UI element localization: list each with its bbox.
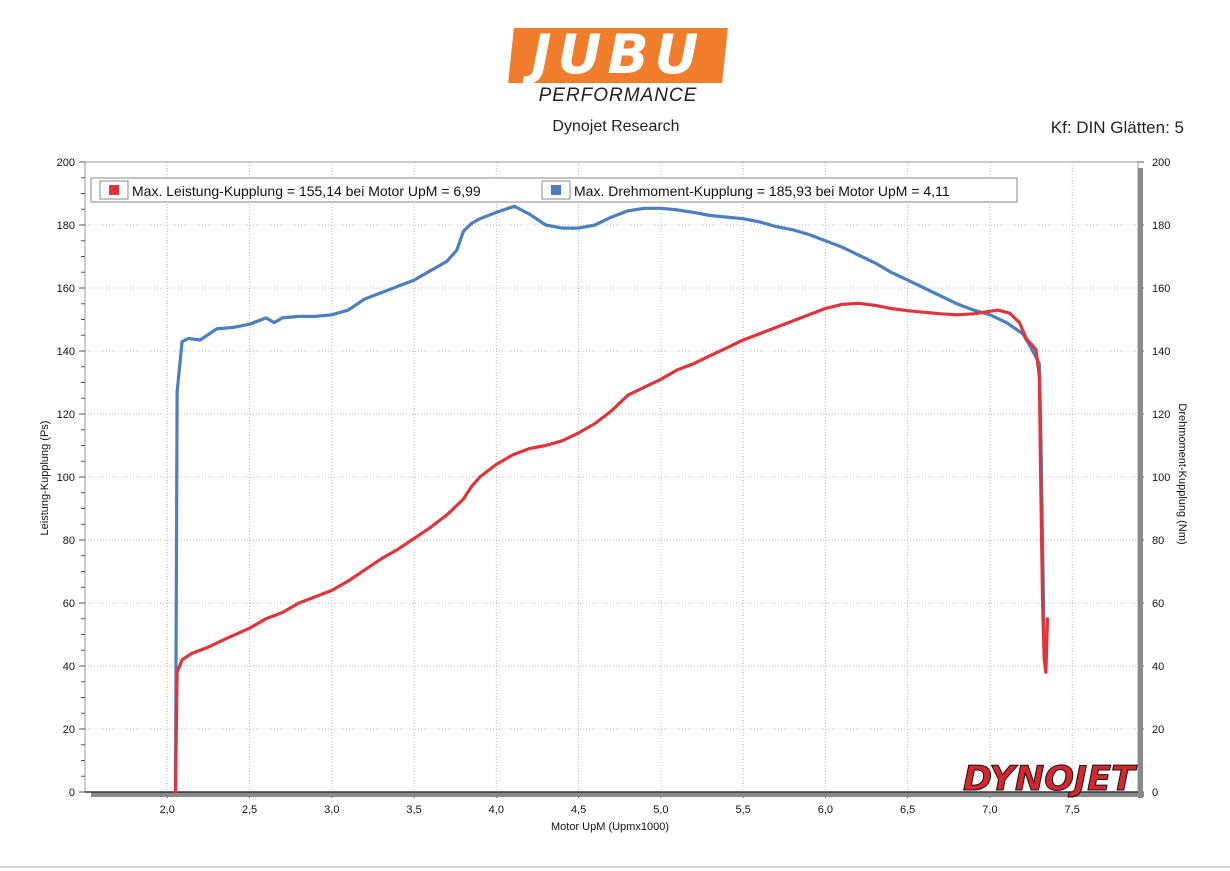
y-axis-label-left: Leistung-Kupplung (Ps) [39, 421, 51, 536]
x-tick-label: 7,0 [982, 804, 997, 816]
y-tick-label-left: 100 [57, 472, 75, 484]
plot-frame [84, 161, 1139, 793]
y-tick-label-left: 120 [57, 409, 75, 421]
y-tick-label-right: 100 [1152, 472, 1170, 484]
dynojet-watermark: DYNOJET [963, 759, 1139, 800]
y-tick-label-right: 40 [1152, 661, 1164, 673]
logo-sub-text: PERFORMANCE [538, 85, 698, 106]
x-tick-label: 3,5 [406, 804, 421, 816]
y-tick-label-left: 80 [63, 535, 75, 547]
y-tick-label-right: 160 [1152, 283, 1170, 295]
y-tick-label-right: 20 [1152, 724, 1164, 736]
y-tick-label-left: 200 [57, 157, 75, 169]
x-tick-label: 6,5 [900, 804, 915, 816]
x-axis-bar [91, 792, 1144, 797]
y-tick-label-left: 140 [57, 346, 75, 358]
y-tick-label-right: 0 [1152, 787, 1158, 799]
y-axis-label-right: Drehmoment-Kupplung (Nm) [1176, 403, 1188, 544]
logo-brand-text: JUBU [531, 23, 705, 86]
legend-power-marker [109, 185, 119, 195]
y-tick-label-right: 60 [1152, 598, 1164, 610]
y-tick-label-right: 200 [1152, 157, 1170, 169]
dynojet-watermark-text: DYNOJET [963, 759, 1138, 799]
y-tick-label-right: 140 [1152, 346, 1170, 358]
y-tick-label-left: 60 [63, 598, 75, 610]
y-tick-label-left: 180 [57, 220, 75, 232]
x-tick-label: 3,0 [324, 804, 339, 816]
y-tick-label-right: 180 [1152, 220, 1170, 232]
y-tick-label-left: 160 [57, 283, 75, 295]
jubu-performance-logo: JUBU PERFORMANCE [508, 23, 728, 108]
y-tick-label-right: 120 [1152, 409, 1170, 421]
axes: 0 0 20 20 40 40 60 60 80 80 100 100 120 120 140 140 160 1… [57, 157, 1171, 816]
y-tick-label-left: 20 [63, 724, 75, 736]
footer-divider [0, 866, 1230, 868]
correction-info: Kf: DIN Glätten: 5 [1050, 118, 1184, 137]
legend: Max. Leistung-Kupplung = 155,14 bei Moto… [90, 177, 1018, 203]
series [173, 204, 1050, 794]
y-axis-bar-right [1138, 168, 1143, 798]
x-tick-label: 6,0 [818, 804, 833, 816]
x-tick-label: 4,5 [571, 804, 586, 816]
x-tick-label: 4,0 [489, 804, 504, 816]
x-tick-label: 2,5 [242, 804, 257, 816]
grid [85, 162, 1138, 792]
power-curve-line [173, 301, 1050, 794]
legend-torque-label: Max. Drehmoment-Kupplung = 185,93 bei Mo… [574, 183, 950, 199]
torque-curve-line [173, 204, 1048, 794]
y-tick-label-right: 80 [1152, 535, 1164, 547]
chart-subtitle: Dynojet Research [552, 118, 680, 135]
legend-power-label: Max. Leistung-Kupplung = 155,14 bei Moto… [132, 183, 481, 199]
x-tick-label: 5,5 [735, 804, 750, 816]
legend-torque-marker [551, 185, 561, 195]
x-tick-label: 7,5 [1065, 804, 1080, 816]
x-tick-label: 2,0 [160, 804, 175, 816]
y-tick-label-left: 40 [63, 661, 75, 673]
x-tick-label: 5,0 [653, 804, 668, 816]
x-axis-label: Motor UpM (Upmx1000) [551, 821, 669, 833]
y-tick-label-left: 0 [69, 787, 75, 799]
